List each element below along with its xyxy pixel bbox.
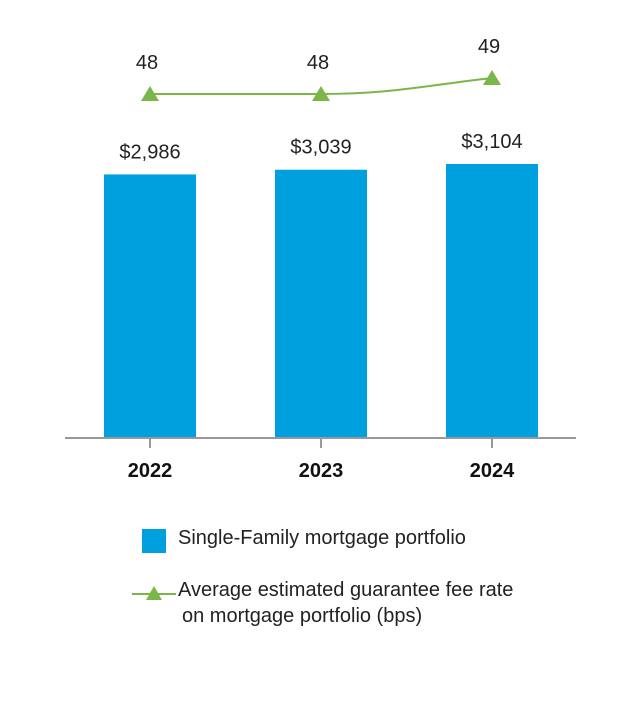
legend-line-label: Average estimated guarantee fee rate on … (178, 577, 513, 629)
legend-line-label-line1: Average estimated guarantee fee rate (178, 579, 514, 601)
legend-bar-label: Single-Family mortgage portfolio (178, 527, 466, 549)
x-tick-label-2023: 2023 (299, 460, 344, 482)
line-series-layer: 48 48 49 (136, 36, 501, 101)
bar-value-label-2022: $2,986 (119, 141, 180, 163)
bar-2024 (446, 164, 538, 438)
line-marker-2024 (483, 70, 501, 85)
line-value-label-2022: 48 (136, 52, 158, 74)
combo-chart: $2,986 $3,039 $3,104 2022 2023 2024 48 48 49 (65, 36, 576, 482)
x-tick-label-2022: 2022 (128, 460, 173, 482)
line-marker-2023 (312, 86, 330, 101)
legend: Single-Family mortgage portfolio Average… (132, 525, 612, 651)
line-series-path (150, 77, 493, 95)
line-value-label-2024: 49 (478, 36, 500, 58)
bars-layer: $2,986 $3,039 $3,104 (104, 131, 538, 438)
bar-value-label-2024: $3,104 (461, 131, 522, 153)
x-ticks-layer: 2022 2023 2024 (128, 438, 515, 482)
bar-value-label-2023: $3,039 (290, 137, 351, 159)
line-value-label-2023: 48 (307, 52, 329, 74)
legend-line-label-line2: on mortgage portfolio (bps) (182, 605, 423, 627)
x-tick-label-2024: 2024 (470, 460, 515, 482)
bar-2023 (275, 169, 367, 438)
legend-item-bar: Single-Family mortgage portfolio (132, 525, 612, 555)
legend-line-swatch (132, 586, 176, 600)
legend-bar-swatch (142, 529, 166, 553)
legend-item-line: Average estimated guarantee fee rate on … (132, 577, 612, 629)
line-marker-2022 (141, 86, 159, 101)
bar-2022 (104, 174, 196, 438)
